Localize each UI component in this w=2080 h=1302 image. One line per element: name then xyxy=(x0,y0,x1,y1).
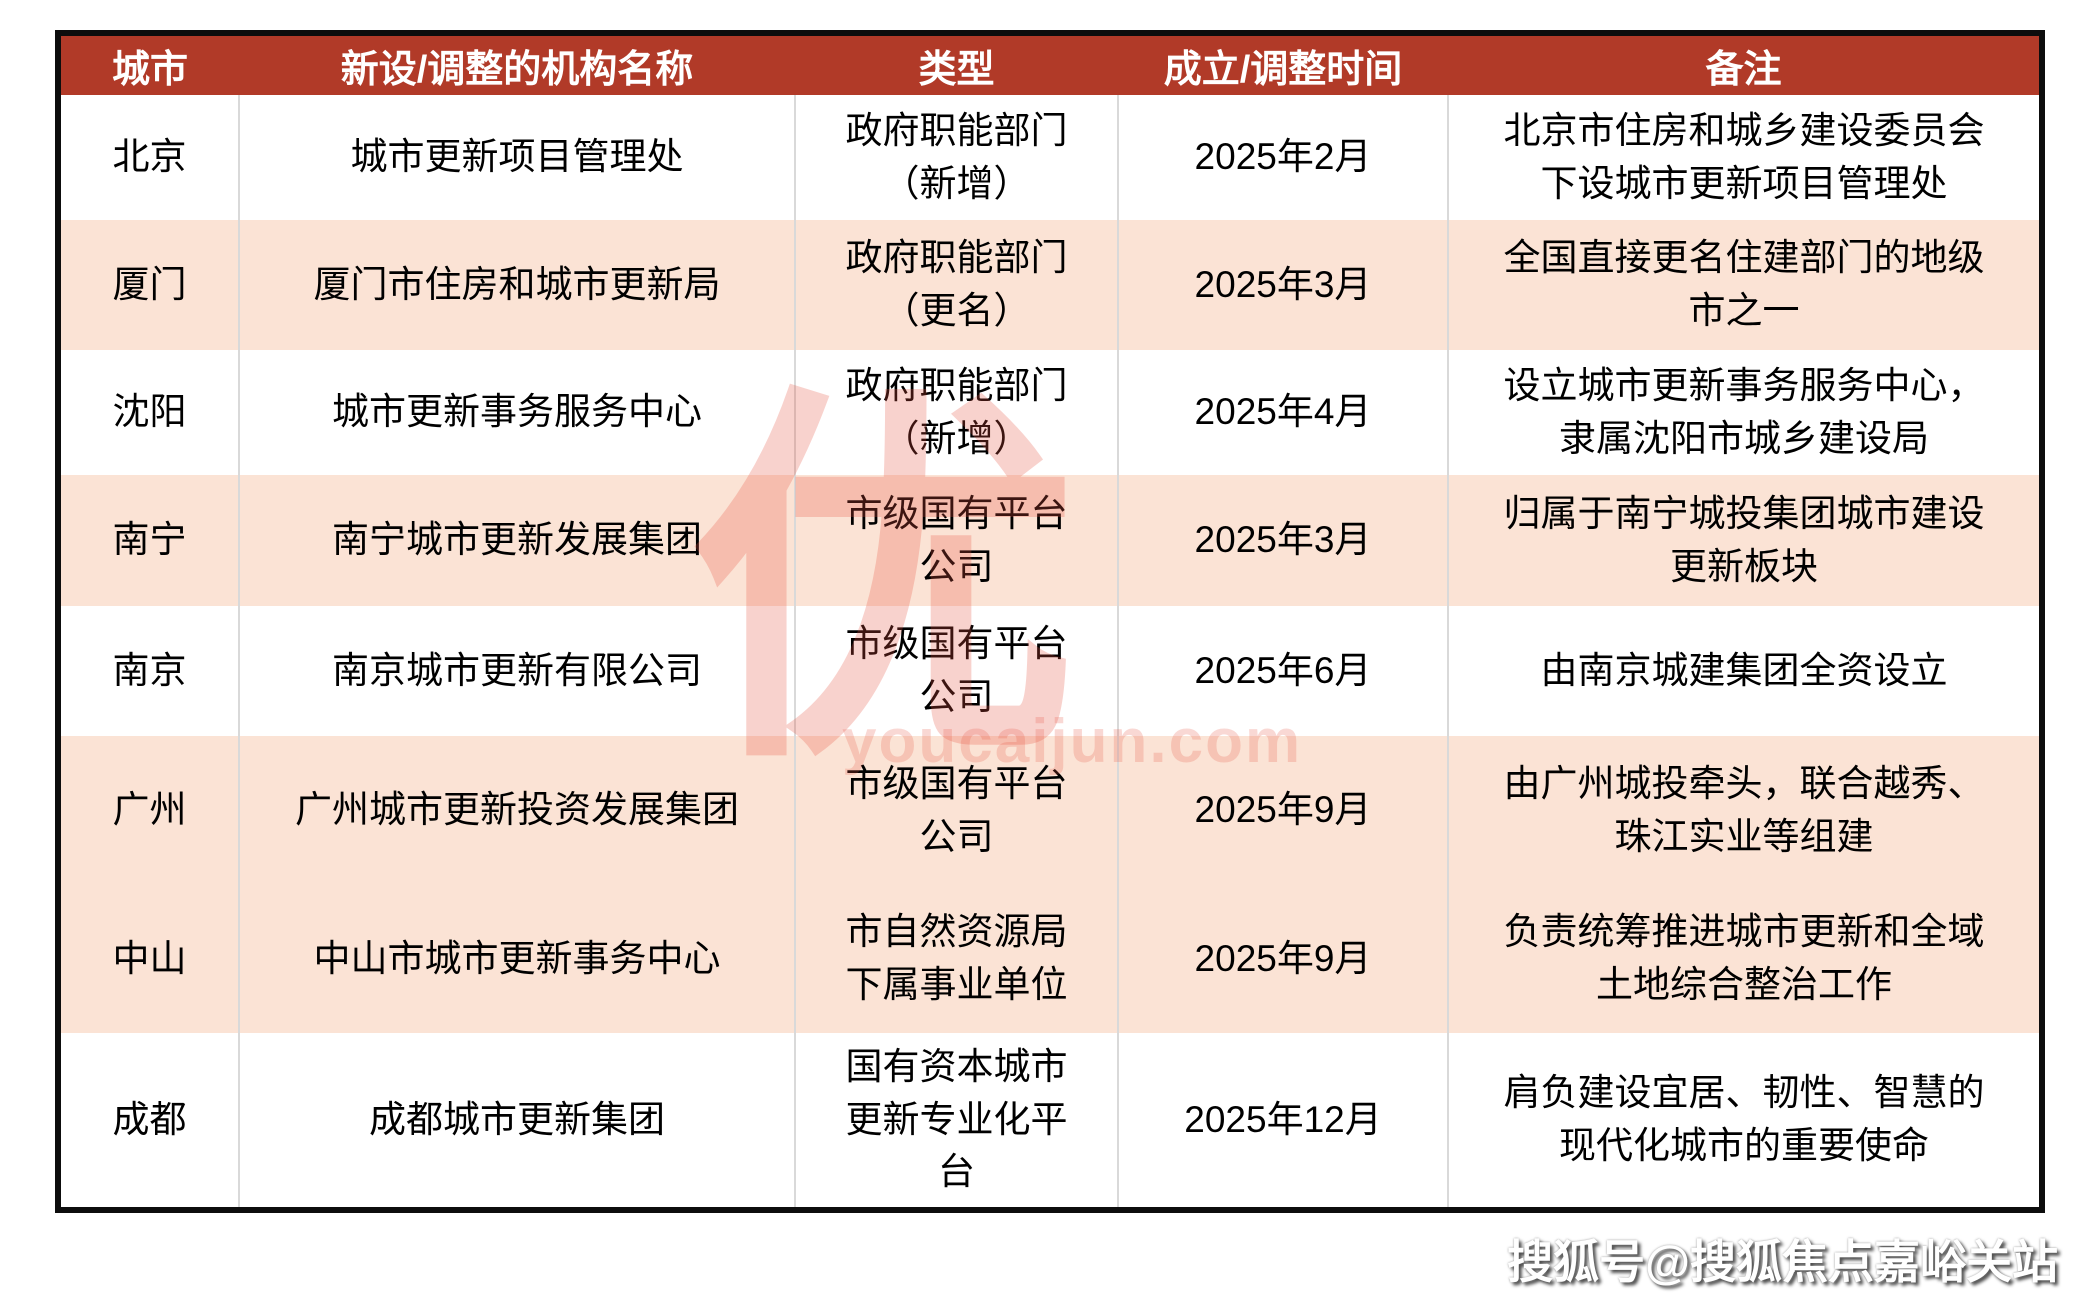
header-row: 城市 新设/调整的机构名称 类型 成立/调整时间 备注 xyxy=(58,33,2042,95)
cell-city: 南宁 xyxy=(112,519,187,561)
cell-type: 政府职能部门 （新增） xyxy=(794,95,1118,220)
cell-type: 政府职能部门 （更名） xyxy=(794,220,1118,350)
cell-city: 厦门 xyxy=(112,263,187,305)
table-row: 厦门 厦门市住房和城市更新局 政府职能部门 （更名） 2025年3月 全国直接更… xyxy=(58,220,2042,350)
cell-note: 由南京城建集团全资设立 xyxy=(1447,606,2042,736)
cell-org: 南宁城市更新发展集团 xyxy=(238,475,795,606)
cell-date: 2025年4月 xyxy=(1117,350,1448,475)
cell-org: 中山市城市更新事务中心 xyxy=(238,885,795,1033)
cell-org: 南京城市更新有限公司 xyxy=(238,606,795,736)
cell-type: 市级国有平台 公司 xyxy=(794,736,1118,885)
cell-note: 设立城市更新事务服务中心， 隶属沈阳市城乡建设局 xyxy=(1447,350,2042,475)
cell-note: 全国直接更名住建部门的地级 市之一 xyxy=(1447,220,2042,350)
cell-type: 政府职能部门 （新增） xyxy=(794,350,1118,475)
cell-date: 2025年3月 xyxy=(1117,220,1448,350)
cell-date: 2025年9月 xyxy=(1117,736,1448,885)
cell-note: 负责统筹推进城市更新和全域 土地综合整治工作 xyxy=(1447,885,2042,1033)
cell-city: 成都 xyxy=(112,1098,187,1140)
cell-org: 城市更新项目管理处 xyxy=(238,95,795,220)
cell-type: 市级国有平台 公司 xyxy=(794,475,1118,606)
cell-org: 城市更新事务服务中心 xyxy=(238,350,795,475)
cell-city: 北京 xyxy=(112,136,187,178)
cell-org: 成都城市更新集团 xyxy=(238,1033,795,1210)
cell-city: 南京 xyxy=(112,649,187,691)
column-header-type: 类型 xyxy=(918,49,995,91)
cell-city: 沈阳 xyxy=(112,391,187,433)
table-row: 南京 南京城市更新有限公司 市级国有平台 公司 2025年6月 由南京城建集团全… xyxy=(58,606,2042,736)
cell-date: 2025年6月 xyxy=(1117,606,1448,736)
cell-date: 2025年12月 xyxy=(1117,1033,1448,1210)
column-header-note: 备注 xyxy=(1705,49,1782,91)
table-row: 成都 成都城市更新集团 国有资本城市 更新专业化平 台 2025年12月 肩负建… xyxy=(58,1033,2042,1210)
sohu-watermark: 搜狐号@搜狐焦点嘉峪关站 xyxy=(1507,1236,2058,1288)
cell-city: 中山 xyxy=(112,937,187,979)
city-renewal-table: 城市 新设/调整的机构名称 类型 成立/调整时间 备注 北京 城市更新项目管理处… xyxy=(55,30,2045,1213)
cell-type: 市自然资源局 下属事业单位 xyxy=(794,885,1118,1033)
cell-type: 国有资本城市 更新专业化平 台 xyxy=(794,1033,1118,1210)
table-row: 广州 广州城市更新投资发展集团 市级国有平台 公司 2025年9月 由广州城投牵… xyxy=(58,736,2042,885)
table-row: 中山 中山市城市更新事务中心 市自然资源局 下属事业单位 2025年9月 负责统… xyxy=(58,885,2042,1033)
column-header-date: 成立/调整时间 xyxy=(1163,49,1403,91)
table-row: 南宁 南宁城市更新发展集团 市级国有平台 公司 2025年3月 归属于南宁城投集… xyxy=(58,475,2042,606)
cell-type: 市级国有平台 公司 xyxy=(794,606,1118,736)
cell-note: 归属于南宁城投集团城市建设 更新板块 xyxy=(1447,475,2042,606)
cell-note: 由广州城投牵头，联合越秀、 珠江实业等组建 xyxy=(1447,736,2042,885)
cell-note: 北京市住房和城乡建设委员会 下设城市更新项目管理处 xyxy=(1447,95,2042,220)
cell-note: 肩负建设宜居、韧性、智慧的 现代化城市的重要使命 xyxy=(1447,1033,2042,1210)
table-row: 沈阳 城市更新事务服务中心 政府职能部门 （新增） 2025年4月 设立城市更新… xyxy=(58,350,2042,475)
cell-city: 广州 xyxy=(112,789,187,831)
cell-org: 厦门市住房和城市更新局 xyxy=(238,220,795,350)
column-header-city: 城市 xyxy=(111,49,188,91)
cell-date: 2025年9月 xyxy=(1117,885,1448,1033)
cell-date: 2025年3月 xyxy=(1117,475,1448,606)
cell-date: 2025年2月 xyxy=(1117,95,1448,220)
cell-org: 广州城市更新投资发展集团 xyxy=(238,736,795,885)
column-header-org: 新设/调整的机构名称 xyxy=(340,49,694,91)
table-row: 北京 城市更新项目管理处 政府职能部门 （新增） 2025年2月 北京市住房和城… xyxy=(58,95,2042,220)
